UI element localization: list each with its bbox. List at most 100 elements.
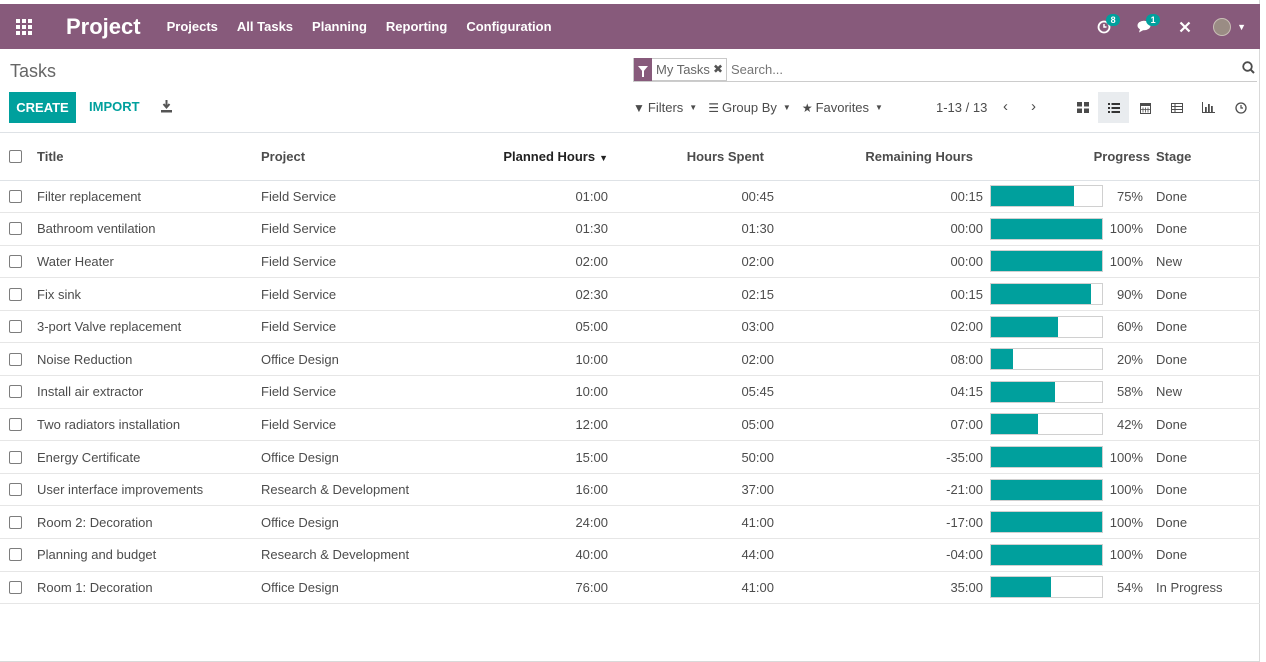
task-planned-hours[interactable]: 76:00 (470, 571, 636, 605)
task-stage[interactable]: New (1156, 245, 1260, 279)
menu-all-tasks[interactable]: All Tasks (236, 19, 294, 34)
table-row[interactable]: Fix sink Field Service 02:30 02:15 00:15 90% D… (0, 277, 1260, 311)
task-stage[interactable]: Done (1156, 473, 1260, 507)
task-remaining-hours[interactable]: 04:15 (802, 375, 990, 409)
row-checkbox[interactable] (9, 450, 22, 464)
task-progress-cell[interactable]: 100% (990, 505, 1156, 540)
activity-menu[interactable]: 8 (1097, 13, 1121, 34)
task-planned-hours[interactable]: 05:00 (470, 310, 636, 344)
task-stage[interactable]: In Progress (1156, 571, 1260, 605)
task-planned-hours[interactable]: 02:30 (470, 277, 636, 311)
table-row[interactable]: 3-port Valve replacement Field Service 05:… (0, 310, 1260, 344)
row-checkbox[interactable] (9, 222, 22, 236)
table-row[interactable]: Planning and budget Research & Developmen… (0, 538, 1260, 572)
task-title[interactable]: Install air extractor (30, 375, 261, 409)
table-row[interactable]: Noise Reduction Office Design 10:00 02:00 08… (0, 342, 1260, 377)
row-checkbox[interactable] (9, 189, 22, 203)
pager-previous-icon[interactable]: ‹ (1003, 98, 1008, 115)
pager-value[interactable]: 1-13 / 13 (936, 100, 988, 115)
task-remaining-hours[interactable]: 00:00 (802, 245, 990, 279)
task-hours-spent[interactable]: 02:00 (636, 342, 802, 377)
app-brand[interactable]: Project (66, 13, 141, 39)
task-remaining-hours[interactable]: 00:15 (802, 180, 990, 214)
task-hours-spent[interactable]: 05:00 (636, 408, 802, 442)
create-button[interactable]: CREATE (9, 92, 76, 123)
task-project[interactable]: Field Service (261, 212, 470, 246)
task-hours-spent[interactable]: 01:30 (636, 212, 802, 246)
table-row[interactable]: Room 2: Decoration Office Design 24:00 41:0… (0, 505, 1260, 540)
column-stage[interactable]: Stage (1156, 133, 1260, 181)
table-row[interactable]: Filter replacement Field Service 01:00 00:4… (0, 180, 1260, 214)
table-row[interactable]: User interface improvements Research & De… (0, 473, 1260, 507)
search-input[interactable] (731, 61, 1211, 77)
activity-view-button[interactable] (1225, 92, 1256, 123)
task-stage[interactable]: Done (1156, 440, 1260, 474)
task-stage[interactable]: Done (1156, 277, 1260, 311)
select-all-checkbox[interactable] (9, 149, 22, 163)
task-progress-cell[interactable]: 100% (990, 473, 1156, 507)
task-hours-spent[interactable]: 02:00 (636, 245, 802, 279)
task-title[interactable]: 3-port Valve replacement (30, 310, 261, 344)
task-remaining-hours[interactable]: 00:00 (802, 212, 990, 246)
task-hours-spent[interactable]: 50:00 (636, 440, 802, 474)
task-progress-cell[interactable]: 54% (990, 571, 1156, 605)
task-title[interactable]: Room 2: Decoration (30, 505, 261, 540)
task-project[interactable]: Research & Development (261, 473, 470, 507)
task-project[interactable]: Office Design (261, 440, 470, 474)
task-progress-cell[interactable]: 58% (990, 375, 1156, 409)
row-checkbox[interactable] (9, 287, 22, 301)
table-row[interactable]: Room 1: Decoration Office Design 76:00 41:0… (0, 571, 1260, 605)
task-project[interactable]: Research & Development (261, 538, 470, 572)
menu-reporting[interactable]: Reporting (385, 19, 448, 34)
graph-view-button[interactable] (1193, 92, 1224, 123)
table-row[interactable]: Bathroom ventilation Field Service 01:30 01… (0, 212, 1260, 246)
task-project[interactable]: Office Design (261, 342, 470, 377)
task-project[interactable]: Field Service (261, 408, 470, 442)
pager-next-icon[interactable]: › (1031, 98, 1036, 115)
task-planned-hours[interactable]: 40:00 (470, 538, 636, 572)
column-remaining-hours[interactable]: Remaining Hours (802, 133, 990, 181)
task-remaining-hours[interactable]: 07:00 (802, 408, 990, 442)
task-stage[interactable]: Done (1156, 538, 1260, 572)
task-progress-cell[interactable]: 90% (990, 277, 1156, 311)
task-title[interactable]: Two radiators installation (30, 408, 261, 442)
task-remaining-hours[interactable]: 08:00 (802, 342, 990, 377)
list-view-button[interactable] (1098, 92, 1129, 123)
task-remaining-hours[interactable]: 35:00 (802, 571, 990, 605)
task-project[interactable]: Office Design (261, 505, 470, 540)
task-planned-hours[interactable]: 10:00 (470, 375, 636, 409)
task-planned-hours[interactable]: 10:00 (470, 342, 636, 377)
task-title[interactable]: Room 1: Decoration (30, 571, 261, 605)
task-planned-hours[interactable]: 02:00 (470, 245, 636, 279)
user-menu[interactable]: ▼ (1213, 17, 1246, 36)
task-planned-hours[interactable]: 16:00 (470, 473, 636, 507)
row-checkbox[interactable] (9, 352, 22, 366)
debug-menu[interactable] (1179, 21, 1191, 33)
column-title[interactable]: Title (30, 133, 261, 181)
task-stage[interactable]: Done (1156, 342, 1260, 377)
task-hours-spent[interactable]: 00:45 (636, 180, 802, 214)
menu-planning[interactable]: Planning (312, 19, 367, 34)
menu-projects[interactable]: Projects (166, 19, 218, 34)
column-hours-spent[interactable]: Hours Spent (636, 133, 802, 181)
task-progress-cell[interactable]: 60% (990, 310, 1156, 344)
task-remaining-hours[interactable]: 00:15 (802, 277, 990, 311)
task-stage[interactable]: New (1156, 375, 1260, 409)
task-title[interactable]: Fix sink (30, 277, 261, 311)
search-icon[interactable] (1242, 61, 1255, 74)
task-stage[interactable]: Done (1156, 180, 1260, 214)
task-hours-spent[interactable]: 03:00 (636, 310, 802, 344)
task-title[interactable]: Noise Reduction (30, 342, 261, 377)
task-stage[interactable]: Done (1156, 505, 1260, 540)
task-stage[interactable]: Done (1156, 408, 1260, 442)
task-project[interactable]: Field Service (261, 180, 470, 214)
task-title[interactable]: User interface improvements (30, 473, 261, 507)
task-hours-spent[interactable]: 05:45 (636, 375, 802, 409)
row-checkbox[interactable] (9, 254, 22, 268)
task-hours-spent[interactable]: 02:15 (636, 277, 802, 311)
task-title[interactable]: Water Heater (30, 245, 261, 279)
task-stage[interactable]: Done (1156, 212, 1260, 246)
task-hours-spent[interactable]: 37:00 (636, 473, 802, 507)
table-row[interactable]: Two radiators installation Field Service 1… (0, 408, 1260, 442)
task-remaining-hours[interactable]: -21:00 (802, 473, 990, 507)
